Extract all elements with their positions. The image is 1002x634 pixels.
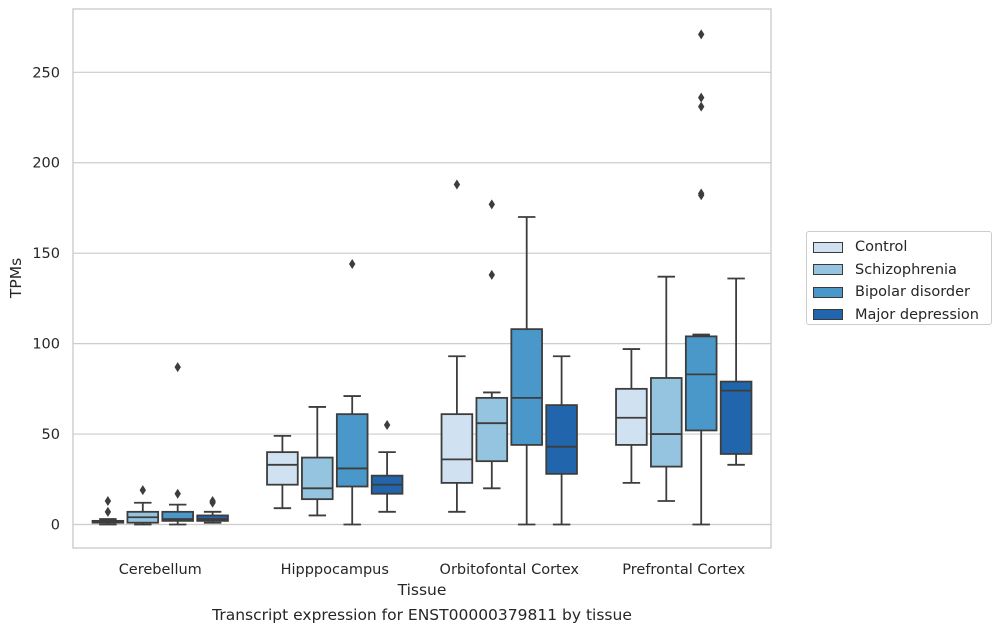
box-major-depression xyxy=(196,495,229,524)
box-major-depression xyxy=(545,355,578,526)
outlier-point xyxy=(698,101,705,112)
box-schizophrenia xyxy=(126,485,160,526)
outlier-point xyxy=(698,29,705,40)
outlier-point xyxy=(349,259,356,270)
box-major-depression xyxy=(370,420,404,513)
legend-swatch xyxy=(813,241,843,253)
chart-caption: Transcript expression for ENST0000037981… xyxy=(212,606,632,624)
box-iqr xyxy=(161,510,194,522)
gridlines xyxy=(73,71,771,526)
legend-swatch xyxy=(813,264,843,276)
outlier-point xyxy=(698,188,705,199)
y-tick-label: 150 xyxy=(32,246,60,262)
x-tick-label: Cerebellum xyxy=(119,562,202,578)
box-iqr xyxy=(684,335,718,432)
legend-entry: Major depression xyxy=(813,304,991,327)
outlier-point xyxy=(488,269,495,280)
outlier-point xyxy=(104,495,112,506)
outlier-point xyxy=(174,362,181,373)
box-control xyxy=(91,495,125,526)
box-iqr xyxy=(615,387,648,446)
box-major-depression xyxy=(719,277,753,466)
boxes xyxy=(91,29,753,526)
y-axis-label: TPMs xyxy=(7,258,25,299)
box-iqr xyxy=(650,377,683,468)
x-tick-label: Hipppocampus xyxy=(281,562,389,578)
outlier-point xyxy=(488,199,495,210)
box-bipolar-disorder xyxy=(161,362,194,526)
y-tick-labels: 0 50 100 150 200 250 xyxy=(32,65,60,533)
box-iqr xyxy=(475,396,509,463)
box-iqr xyxy=(266,451,299,486)
outlier-point xyxy=(104,506,112,517)
y-tick-label: 0 xyxy=(51,517,60,533)
legend-entry: Bipolar disorder xyxy=(813,281,991,304)
box-control xyxy=(440,179,474,513)
outlier-point xyxy=(383,420,391,431)
box-iqr xyxy=(301,456,334,501)
legend-swatch xyxy=(813,309,843,321)
outlier-point xyxy=(174,488,181,499)
x-axis-label: Tissue xyxy=(397,581,447,599)
box-control xyxy=(615,348,648,484)
box-bipolar-disorder xyxy=(335,259,369,526)
outlier-point xyxy=(453,179,461,190)
outlier-point xyxy=(698,92,705,103)
legend-label: Control xyxy=(855,239,908,256)
box-schizophrenia xyxy=(301,406,334,517)
legend-label: Major depression xyxy=(855,306,979,323)
outlier-point xyxy=(209,495,216,506)
legend: Control Schizophrenia Bipolar disorder Majo… xyxy=(806,231,992,325)
legend-swatch xyxy=(813,286,843,298)
x-tick-labels: Cerebellum Hipppocampus Orbitofontal Corte… xyxy=(119,562,746,578)
box-iqr xyxy=(510,328,543,446)
y-tick-label: 50 xyxy=(42,427,60,443)
legend-entry: Schizophrenia xyxy=(813,259,991,282)
y-tick-label: 200 xyxy=(32,156,60,172)
legend-label: Schizophrenia xyxy=(855,261,957,278)
box-schizophrenia xyxy=(650,275,683,502)
box-schizophrenia xyxy=(475,199,509,490)
box-iqr xyxy=(719,380,753,455)
box-iqr xyxy=(335,413,369,488)
box-control xyxy=(266,434,299,510)
legend-label: Bipolar disorder xyxy=(855,284,970,301)
plot-frame xyxy=(72,8,772,549)
legend-entry: Control xyxy=(813,236,991,259)
y-tick-label: 100 xyxy=(32,337,60,353)
box-iqr xyxy=(440,413,474,484)
outlier-point xyxy=(139,485,146,496)
box-bipolar-disorder xyxy=(684,29,718,526)
x-tick-label: Prefrontal Cortex xyxy=(622,562,745,578)
x-tick-label: Orbitofontal Cortex xyxy=(440,562,580,578)
box-iqr xyxy=(545,404,578,475)
box-bipolar-disorder xyxy=(510,216,543,526)
box-iqr xyxy=(196,514,229,522)
y-tick-label: 250 xyxy=(32,65,60,81)
